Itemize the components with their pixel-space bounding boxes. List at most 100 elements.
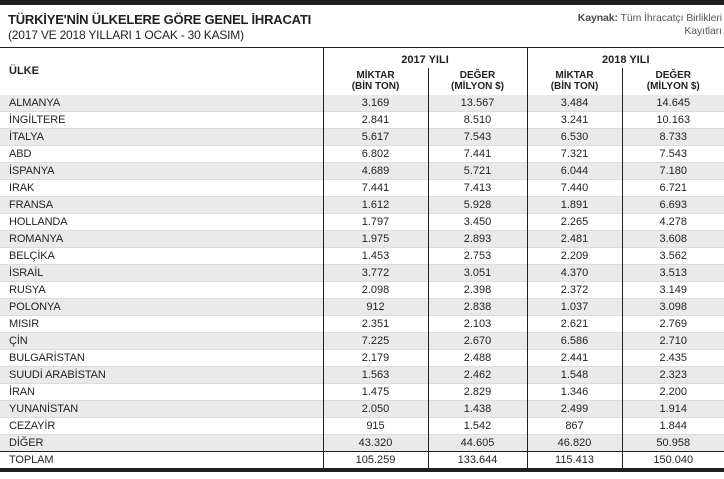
column-group-2018: 2018 YILI (526, 47, 724, 68)
sub-header-row: MİKTAR (BİN TON) DEĞER (MİLYON $) MİKTAR… (0, 67, 724, 95)
top-divider-bar (0, 0, 724, 5)
column-header-country: ÜLKE (9, 65, 39, 78)
table-row: İNGİLTERE 2.841 8.510 3.241 10.163 (0, 110, 724, 128)
table-row: ALMANYA 3.169 13.567 3.484 14.645 (0, 94, 724, 111)
subheader-top-line: DEĞER (655, 69, 692, 81)
value-cell: 2.179 (322, 348, 428, 366)
subheader-bottom-line: (MİLYON $) (451, 80, 504, 92)
value-cell: 133.644 (427, 450, 527, 468)
country-cell: İRAN (0, 382, 323, 400)
value-cell: 2.103 (427, 314, 527, 332)
table-row: İSRAİL 3.772 3.051 4.370 3.513 (0, 263, 724, 281)
value-cell: 8.510 (427, 110, 527, 128)
value-cell: 2.670 (427, 331, 527, 349)
value-cell: 1.612 (322, 195, 428, 213)
value-cell: 2.710 (621, 331, 724, 349)
table-row: BULGARİSTAN 2.179 2.488 2.441 2.435 (0, 348, 724, 366)
value-cell: 7.321 (526, 144, 622, 162)
country-cell: İSPANYA (0, 161, 323, 179)
country-cell: FRANSA (0, 195, 323, 213)
value-cell: 1.542 (427, 416, 527, 434)
value-cell: 5.617 (322, 127, 428, 145)
table-row: İTALYA 5.617 7.543 6.530 8.733 (0, 127, 724, 145)
value-cell: 50.958 (621, 433, 724, 451)
value-cell: 1.438 (427, 399, 527, 417)
table-row: BELÇİKA 1.453 2.753 2.209 3.562 (0, 246, 724, 264)
value-cell: 2.462 (427, 365, 527, 383)
value-cell: 6.693 (621, 195, 724, 213)
country-cell: DİĞER (0, 433, 323, 451)
value-cell: 2.829 (427, 382, 527, 400)
value-cell: 1.975 (322, 229, 428, 247)
value-cell: 10.163 (621, 110, 724, 128)
value-cell: 6.721 (621, 178, 724, 196)
value-cell: 7.180 (621, 161, 724, 179)
value-cell: 5.928 (427, 195, 527, 213)
country-cell: ABD (0, 144, 323, 162)
value-cell: 2.893 (427, 229, 527, 247)
value-cell: 7.413 (427, 178, 527, 196)
country-cell: ÇİN (0, 331, 323, 349)
value-cell: 3.608 (621, 229, 724, 247)
value-cell: 7.441 (322, 178, 428, 196)
country-cell: İNGİLTERE (0, 110, 323, 128)
table-body: ALMANYA 3.169 13.567 3.484 14.645 İNGİLT… (0, 94, 724, 468)
year-header-row: ÜLKE 2017 YILI 2018 YILI (0, 47, 724, 77)
subheader-top-line: DEĞER (459, 69, 496, 81)
source-text: Tüm İhracatçı Birlikleri Kayıtları (620, 12, 723, 37)
table-row: RUSYA 2.098 2.398 2.372 3.149 (0, 280, 724, 298)
value-cell: 6.530 (526, 127, 622, 145)
value-cell: 2.769 (621, 314, 724, 332)
column-header-2018-miktar: MİKTAR (BİN TON) (526, 67, 622, 95)
table-row: SUUDİ ARABİSTAN 1.563 2.462 1.548 2.323 (0, 365, 724, 383)
value-cell: 2.838 (427, 297, 527, 315)
country-cell: IRAK (0, 178, 323, 196)
value-cell: 3.051 (427, 263, 527, 281)
value-cell: 4.278 (621, 212, 724, 230)
value-cell: 3.098 (621, 297, 724, 315)
value-cell: 2.753 (427, 246, 527, 264)
source-note: Kaynak: Tüm İhracatçı Birlikleri Kayıtla… (562, 12, 722, 38)
table-row: FRANSA 1.612 5.928 1.891 6.693 (0, 195, 724, 213)
subheader-bottom-line: (MİLYON $) (646, 80, 700, 92)
column-group-2017: 2017 YILI (322, 47, 527, 68)
value-cell: 2.481 (526, 229, 622, 247)
value-cell: 44.605 (427, 433, 527, 451)
value-cell: 1.563 (322, 365, 428, 383)
value-cell: 2.098 (322, 280, 428, 298)
value-cell: 6.802 (322, 144, 428, 162)
value-cell: 6.044 (526, 161, 622, 179)
table-row: POLONYA 912 2.838 1.037 3.098 (0, 297, 724, 315)
table-row: MISIR 2.351 2.103 2.621 2.769 (0, 314, 724, 332)
value-cell: 2.351 (322, 314, 428, 332)
country-cell: CEZAYİR (0, 416, 323, 434)
country-cell: İTALYA (0, 127, 323, 145)
value-cell: 1.475 (322, 382, 428, 400)
value-cell: 6.586 (526, 331, 622, 349)
subheader-bottom-line: (BİN TON) (351, 80, 400, 92)
value-cell: 14.645 (621, 94, 724, 111)
title-block: TÜRKİYE'NİN ÜLKELERE GÖRE GENEL İHRACATI… (8, 12, 722, 42)
value-cell: 2.372 (526, 280, 622, 298)
value-cell: 115.413 (526, 450, 622, 468)
country-cell: HOLLANDA (0, 212, 323, 230)
table-row: ÇİN 7.225 2.670 6.586 2.710 (0, 331, 724, 349)
value-cell: 2.200 (621, 382, 724, 400)
value-cell: 1.891 (526, 195, 622, 213)
value-cell: 4.370 (526, 263, 622, 281)
value-cell: 3.772 (322, 263, 428, 281)
value-cell: 7.543 (621, 144, 724, 162)
country-cell: SUUDİ ARABİSTAN (0, 365, 323, 383)
value-cell: 1.844 (621, 416, 724, 434)
page-subtitle: (2017 VE 2018 YILLARI 1 OCAK - 30 KASIM) (8, 28, 244, 42)
exports-table: ÜLKE 2017 YILI 2018 YILI MİKTAR (BİN TON… (0, 47, 724, 468)
table-row: İSPANYA 4.689 5.721 6.044 7.180 (0, 161, 724, 179)
value-cell: 46.820 (526, 433, 622, 451)
header: TÜRKİYE'NİN ÜLKELERE GÖRE GENEL İHRACATI… (0, 5, 724, 47)
value-cell: 3.169 (322, 94, 428, 111)
country-cell: BULGARİSTAN (0, 348, 323, 366)
value-cell: 13.567 (427, 94, 527, 111)
country-cell: ROMANYA (0, 229, 323, 247)
value-cell: 2.323 (621, 365, 724, 383)
column-header-2017-miktar: MİKTAR (BİN TON) (322, 67, 428, 95)
